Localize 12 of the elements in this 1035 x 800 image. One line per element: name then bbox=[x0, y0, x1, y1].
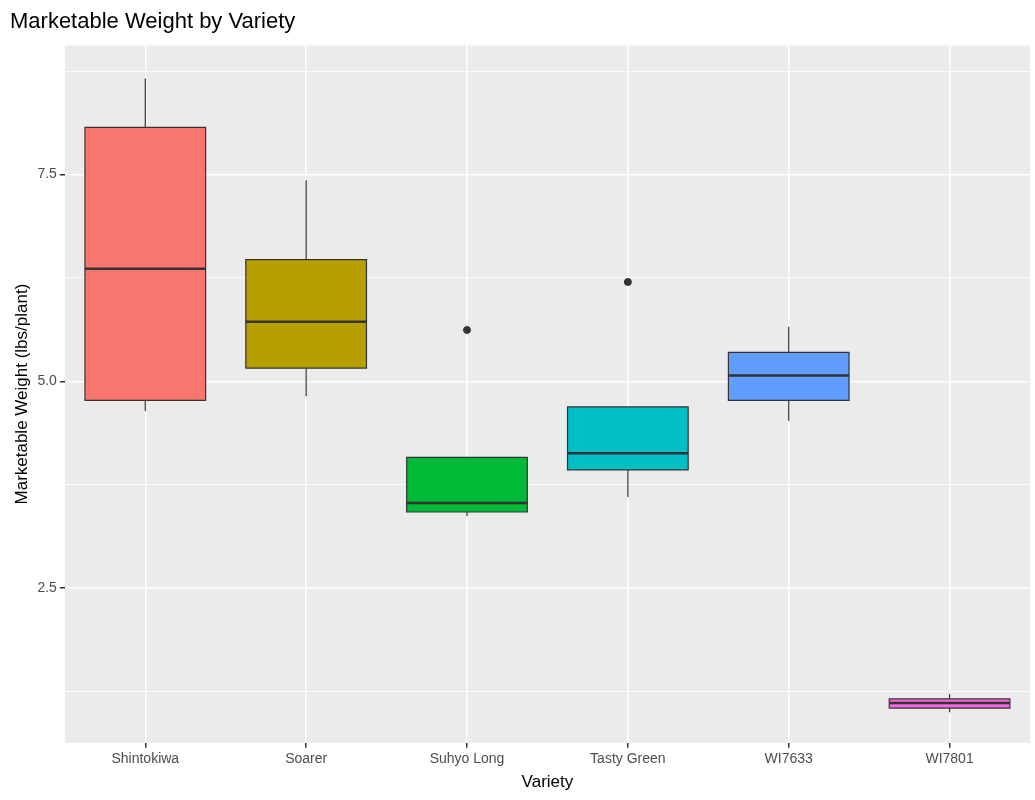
x-tick-label: Shintokiwa bbox=[111, 750, 180, 767]
x-axis-title: Variety bbox=[521, 772, 574, 792]
y-tick-label: 7.5 bbox=[37, 165, 58, 182]
chart-title: Marketable Weight by Variety bbox=[10, 8, 296, 34]
x-tick-label: Tasty Green bbox=[590, 750, 666, 767]
x-tick-label: WI7801 bbox=[925, 750, 974, 767]
x-tick-label: WI7633 bbox=[764, 750, 814, 767]
y-tick-label: 2.5 bbox=[37, 578, 58, 595]
x-tick-label: Soarer bbox=[285, 750, 328, 767]
y-axis-title: Marketable Weight (lbs/plant) bbox=[11, 283, 31, 505]
x-tick-label: Suhyo Long bbox=[429, 750, 505, 767]
y-tick-label: 5.0 bbox=[37, 372, 58, 389]
